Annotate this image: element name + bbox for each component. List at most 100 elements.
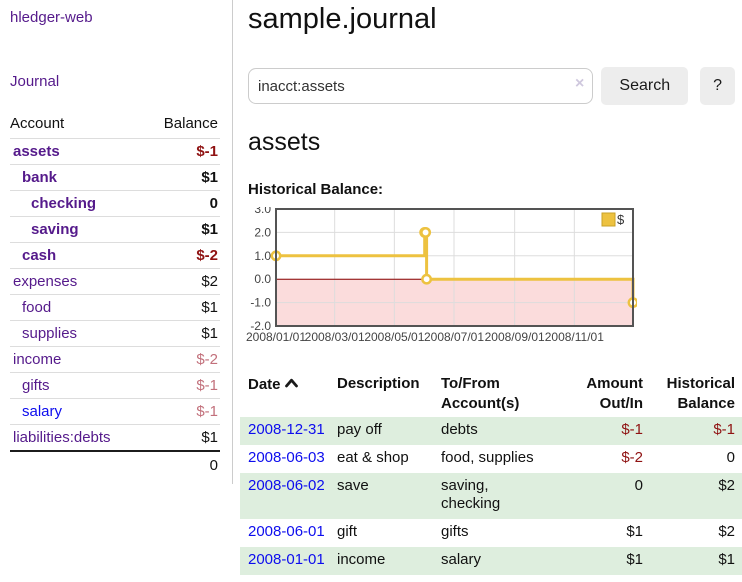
account-row: food $1 xyxy=(10,294,220,320)
search-bar: × Search ? xyxy=(248,67,735,105)
account-balance: $2 xyxy=(201,273,218,290)
clear-search-icon[interactable]: × xyxy=(575,75,585,92)
legend-swatch-icon xyxy=(601,212,616,227)
account-balance: $-2 xyxy=(196,351,218,368)
account-row: assets $-1 xyxy=(10,138,220,164)
transaction-row: 2008-12-31 pay off debts $-1 $-1 xyxy=(240,417,742,445)
transaction-row: 2008-06-03 eat & shop food, supplies $-2… xyxy=(240,445,742,473)
transaction-description: income xyxy=(337,550,386,568)
transaction-balance: 0 xyxy=(726,448,735,466)
y-axis-tick-label: 0.0 xyxy=(254,272,271,286)
transaction-row: 2008-01-01 income salary $1 $1 xyxy=(240,546,742,575)
transaction-amount: $-1 xyxy=(621,421,643,438)
x-axis-tick-label: 2008/11/01 xyxy=(545,330,604,344)
search-input[interactable] xyxy=(248,68,594,104)
amount-column-header: Amount Out/In xyxy=(577,372,651,417)
account-link[interactable]: liabilities:debts xyxy=(13,429,111,446)
account-row: liabilities:debts $1 xyxy=(10,424,220,450)
transaction-amount: 0 xyxy=(634,476,643,494)
account-link[interactable]: bank xyxy=(22,169,58,186)
account-link[interactable]: food xyxy=(22,299,52,316)
account-link[interactable]: income xyxy=(13,351,62,368)
account-link[interactable]: supplies xyxy=(22,325,78,342)
account-link[interactable]: checking xyxy=(31,195,97,212)
balance-chart: $3.0 2.0 1.0 0.0 -1.0 -2.02008/01/012008/03/0… xyxy=(246,207,637,344)
account-row: checking 0 xyxy=(10,190,220,216)
balance-header-line2: Balance xyxy=(677,394,735,412)
transaction-row: 2008-06-02 save saving, checking 0 $2 xyxy=(240,472,742,519)
app-title-link[interactable]: hledger-web xyxy=(10,9,93,26)
transaction-date-link[interactable]: 2008-06-02 xyxy=(248,476,325,494)
account-column-header: Account xyxy=(10,115,65,132)
date-column-header: Date xyxy=(248,376,281,393)
account-row: income $-2 xyxy=(10,346,220,372)
account-balance: $1 xyxy=(201,429,218,446)
y-axis-tick-label: 3.0 xyxy=(254,207,271,216)
search-button[interactable]: Search xyxy=(601,67,689,105)
amount-header-line1: Amount xyxy=(586,375,643,392)
account-row: saving $1 xyxy=(10,216,220,242)
account-link[interactable]: expenses xyxy=(13,273,78,290)
account-link[interactable]: cash xyxy=(22,247,57,264)
y-axis-tick-label: 2.0 xyxy=(254,225,271,239)
y-axis-tick-label: -1.0 xyxy=(250,296,271,310)
transaction-balance: $2 xyxy=(718,523,735,540)
accounts-header-line2: Account(s) xyxy=(441,394,520,412)
sort-by-date-button[interactable]: Date xyxy=(248,376,298,393)
transaction-amount: $-2 xyxy=(621,448,643,466)
account-balance: $1 xyxy=(201,169,218,186)
accounts-table: Account Balance assets $-1 bank $1 check… xyxy=(10,111,220,478)
chart-border xyxy=(275,208,634,327)
chart-data-point xyxy=(420,226,432,238)
account-link[interactable]: saving xyxy=(31,221,79,238)
account-row: expenses $2 xyxy=(10,268,220,294)
accounts-header-line1: To/From xyxy=(441,375,500,392)
account-balance: $1 xyxy=(201,299,218,316)
y-axis-tick-label: -2.0 xyxy=(250,319,271,333)
account-link[interactable]: salary xyxy=(22,403,63,420)
account-balance: 0 xyxy=(209,195,218,212)
register-table: Date Description To/From Account(s) Amou… xyxy=(240,372,742,575)
search-input-wrap: × xyxy=(248,68,594,104)
transaction-balance: $2 xyxy=(718,476,735,494)
help-button[interactable]: ? xyxy=(700,67,735,105)
main-content: sample.journal × Search ? assets Histori… xyxy=(234,0,742,575)
sidebar-item-journal[interactable]: Journal xyxy=(10,73,60,90)
transaction-date-link[interactable]: 2008-06-01 xyxy=(248,523,325,540)
sort-ascending-icon xyxy=(284,374,298,394)
y-axis-tick-label: 1.0 xyxy=(254,249,271,263)
transaction-accounts: debts xyxy=(441,421,478,438)
account-balance: $-1 xyxy=(196,143,218,160)
account-row: gifts $-1 xyxy=(10,372,220,398)
transaction-balance: $1 xyxy=(718,550,735,568)
account-balance: $1 xyxy=(201,325,218,342)
chart-title: Historical Balance: xyxy=(248,181,384,198)
transaction-description: pay off xyxy=(337,421,382,438)
description-column-header: Description xyxy=(337,375,420,392)
transaction-accounts: gifts xyxy=(441,523,469,540)
transaction-date-link[interactable]: 2008-01-01 xyxy=(248,550,325,568)
amount-header-line2: Out/In xyxy=(599,394,643,412)
total-balance: 0 xyxy=(209,457,218,474)
transaction-description: eat & shop xyxy=(337,448,409,466)
account-row: supplies $1 xyxy=(10,320,220,346)
transaction-accounts: saving, checking xyxy=(441,476,501,513)
account-row: bank $1 xyxy=(10,164,220,190)
account-link[interactable]: assets xyxy=(13,143,60,160)
x-axis-tick-label: 2008/09/01 xyxy=(485,330,545,344)
account-balance: $1 xyxy=(201,221,218,238)
transaction-date-link[interactable]: 2008-06-03 xyxy=(248,448,325,466)
x-axis-tick-label: 2008/07/01 xyxy=(424,330,484,344)
x-axis-tick-label: 2008/03/01 xyxy=(305,330,365,344)
transaction-description: save xyxy=(337,476,369,494)
balance-header-line1: Historical xyxy=(666,375,735,392)
x-axis-tick-label: 2008/05/01 xyxy=(364,330,424,344)
account-balance: $-1 xyxy=(196,403,218,420)
account-row: cash $-2 xyxy=(10,242,220,268)
transaction-amount: $1 xyxy=(626,550,643,568)
account-link[interactable]: gifts xyxy=(22,377,50,394)
transaction-row: 2008-06-01 gift gifts $1 $2 xyxy=(240,519,742,547)
chart-data-point xyxy=(421,273,433,285)
transaction-date-link[interactable]: 2008-12-31 xyxy=(248,421,325,438)
transaction-accounts: salary xyxy=(441,550,482,568)
